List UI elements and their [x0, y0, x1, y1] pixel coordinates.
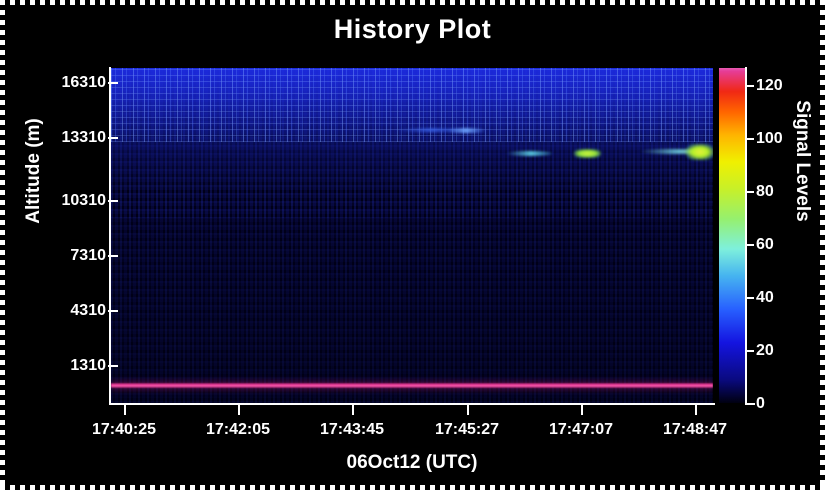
- y-axis-line: [109, 67, 111, 404]
- ground-return-line: [111, 383, 713, 388]
- y-tick-7310: 7310: [30, 248, 118, 264]
- x-tick-label: 17:45:27: [434, 421, 500, 438]
- x-tick-label: 17:48:47: [662, 421, 728, 438]
- colorbar-tick-label: 20: [756, 342, 774, 359]
- y-tick-label: 7310: [70, 247, 106, 264]
- colorbar-tick-mark: [745, 350, 754, 352]
- x-tick-mark: [581, 405, 583, 415]
- y-tick-mark: [108, 200, 118, 202]
- y-tick-13310: 13310: [30, 130, 118, 146]
- x-tick-mark: [695, 405, 697, 415]
- colorbar-tick-mark: [745, 138, 754, 140]
- y-tick-4310: 4310: [30, 303, 118, 319]
- radar-heatmap-canvas[interactable]: [111, 68, 713, 403]
- colorbar-tick-label: 60: [756, 236, 774, 253]
- x-axis-label: 06Oct12 (UTC): [346, 452, 478, 473]
- colorbar-tick-mark: [745, 85, 754, 87]
- y-tick-label: 16310: [61, 74, 107, 91]
- y-tick-16310: 16310: [30, 75, 118, 91]
- y-tick-label: 1310: [70, 357, 106, 374]
- y-tick-mark: [108, 255, 118, 257]
- x-tick-mark: [238, 405, 240, 415]
- colorbar-tick-label: 120: [756, 77, 783, 94]
- x-tick-label: 17:43:45: [319, 421, 385, 438]
- colorbar-tick-label: 40: [756, 289, 774, 306]
- y-tick-label: 4310: [70, 302, 106, 319]
- x-tick-mark: [352, 405, 354, 415]
- cloud-streak-3: [506, 151, 552, 156]
- colorbar-tick-label: 100: [756, 130, 783, 147]
- cloud-patch-4: [574, 149, 601, 158]
- signal-levels-colorbar[interactable]: [719, 68, 745, 403]
- colorbar-tick-mark: [745, 191, 754, 193]
- y-tick-mark: [108, 365, 118, 367]
- y-tick-label: 13310: [61, 129, 107, 146]
- cloud-plume-5: [686, 144, 713, 160]
- x-axis-line: [109, 403, 715, 405]
- x-tick-label: 17:40:25: [91, 421, 157, 438]
- colorbar-tick-mark: [745, 244, 754, 246]
- x-tick-label: 17:47:07: [548, 421, 614, 438]
- y-tick-mark: [108, 137, 118, 139]
- colorbar-tick-mark: [745, 297, 754, 299]
- colorbar-baseline-mark: [745, 403, 755, 405]
- colorbar-tick-label: 0: [756, 395, 765, 412]
- y-tick-10310: 10310: [30, 193, 118, 209]
- colorbar-tick-label: 80: [756, 183, 774, 200]
- colorbar-title: Signal Levels: [792, 100, 813, 222]
- x-tick-mark: [124, 405, 126, 415]
- x-tick-mark: [467, 405, 469, 415]
- x-tick-label: 17:42:05: [205, 421, 271, 438]
- cirrus-streak-2: [447, 128, 485, 133]
- y-tick-1310: 1310: [30, 358, 118, 374]
- mid-atmosphere-band: [111, 218, 713, 403]
- y-tick-label: 10310: [61, 192, 107, 209]
- page-title: History Plot: [333, 14, 492, 44]
- y-tick-mark: [108, 310, 118, 312]
- colorbar-axis-line: [745, 67, 747, 404]
- y-tick-mark: [108, 82, 118, 84]
